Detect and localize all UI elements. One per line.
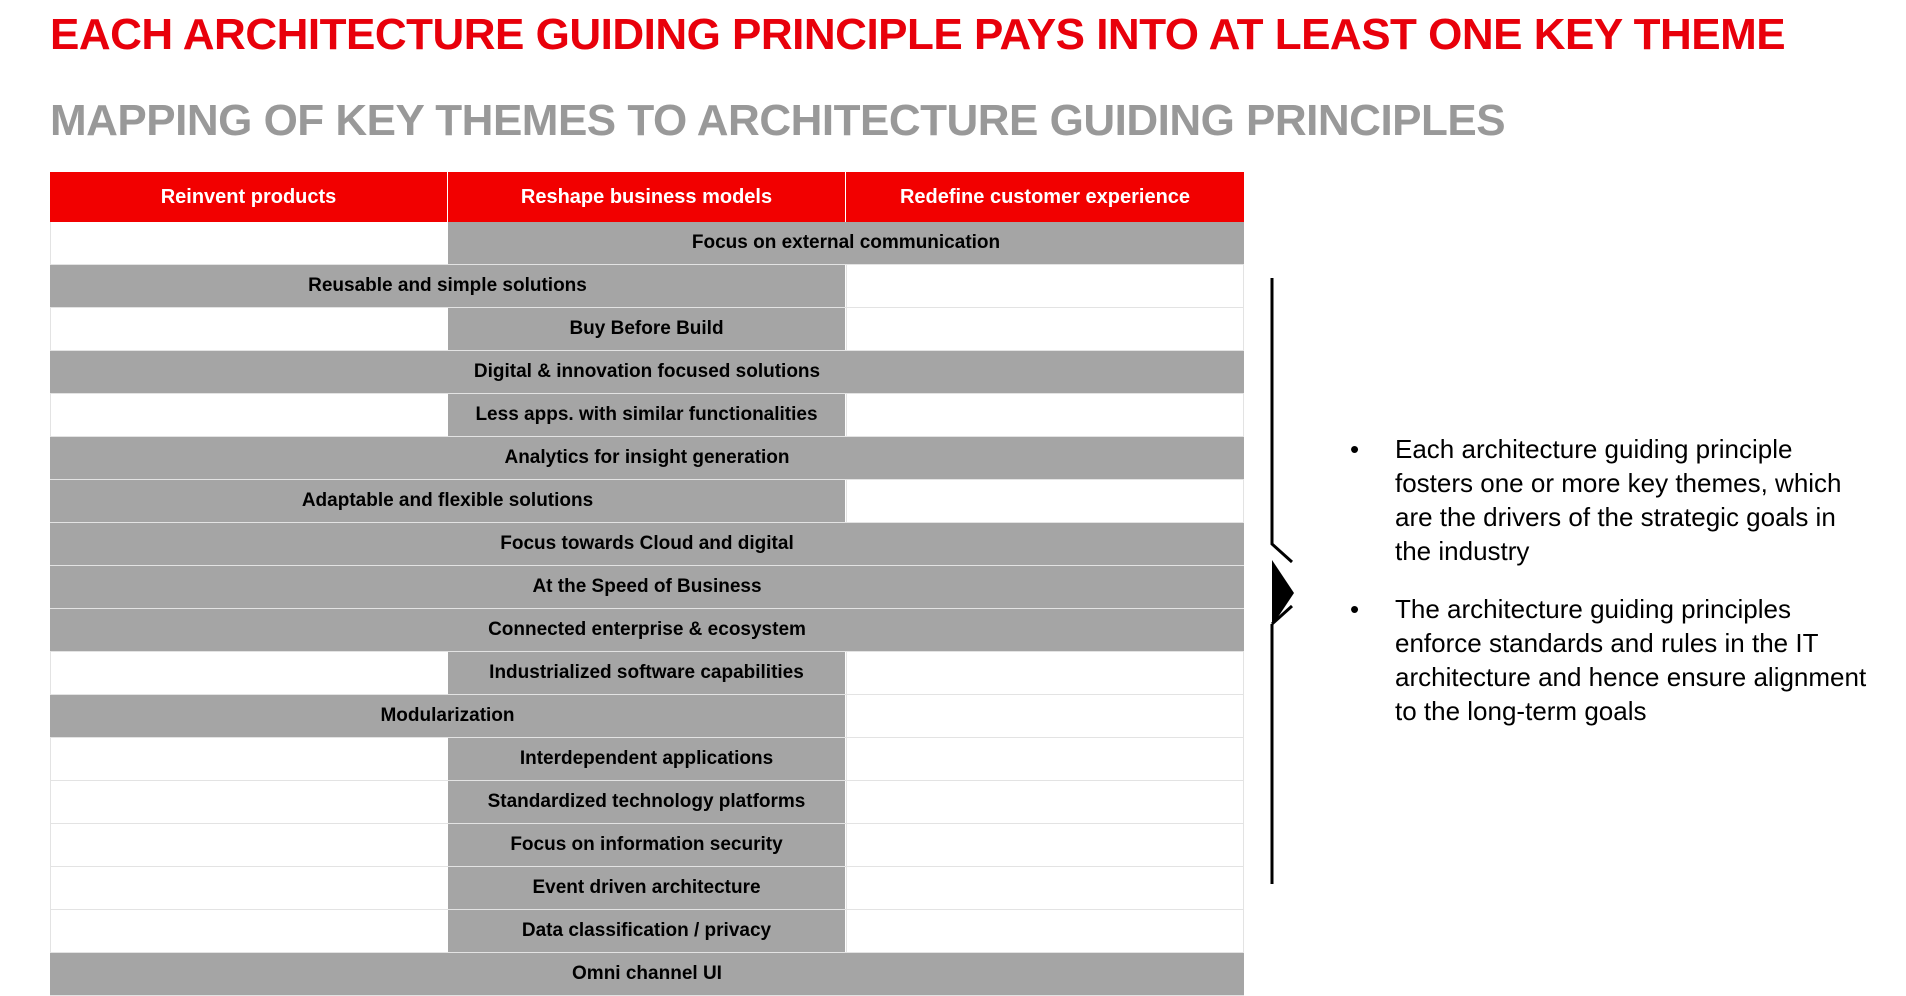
principle-bar: Focus on external communication xyxy=(448,222,1244,264)
principle-bar: Focus on information security xyxy=(448,824,845,866)
principle-bar: Event driven architecture xyxy=(448,867,845,909)
principle-row: Adaptable and flexible solutions xyxy=(50,480,1244,523)
principle-row: Interdependent applications xyxy=(50,738,1244,781)
principle-row: Focus towards Cloud and digital xyxy=(50,523,1244,566)
principle-bar: Focus towards Cloud and digital xyxy=(50,523,1244,565)
principle-bar: Less apps. with similar functionalities xyxy=(448,394,845,436)
principle-bar: Interdependent applications xyxy=(448,738,845,780)
principle-bar: Connected enterprise & ecosystem xyxy=(50,609,1244,651)
principle-bar: Buy Before Build xyxy=(448,308,845,350)
principle-row: Connected enterprise & ecosystem xyxy=(50,609,1244,652)
principle-bar: Data classification / privacy xyxy=(448,910,845,952)
bullet-dot: • xyxy=(1350,594,1360,624)
page-title: EACH ARCHITECTURE GUIDING PRINCIPLE PAYS… xyxy=(50,10,1786,59)
principle-row: Industrialized software capabilities xyxy=(50,652,1244,695)
right-brace-connector xyxy=(1270,278,1294,884)
principle-row: Buy Before Build xyxy=(50,308,1244,351)
principle-row: Digital & innovation focused solutions xyxy=(50,351,1244,394)
principle-row: Focus on external communication xyxy=(50,222,1244,265)
theme-header-redefine-customer-experience: Redefine customer experience xyxy=(846,172,1244,222)
principle-bar: At the Speed of Business xyxy=(50,566,1244,608)
bullet-list: • Each architecture guiding principle fo… xyxy=(1350,432,1870,752)
theme-principle-matrix: Reinvent products Reshape business model… xyxy=(50,172,1244,996)
theme-header-reinvent-products: Reinvent products xyxy=(50,172,448,222)
principle-row: Event driven architecture xyxy=(50,867,1244,910)
principle-bar: Omni channel UI xyxy=(50,953,1244,995)
principle-bar: Digital & innovation focused solutions xyxy=(50,351,1244,393)
bullet-text: The architecture guiding principles enfo… xyxy=(1395,594,1867,726)
principle-bar: Reusable and simple solutions xyxy=(50,265,845,307)
principle-bar: Industrialized software capabilities xyxy=(448,652,845,694)
principle-row: Data classification / privacy xyxy=(50,910,1244,953)
principle-bar: Modularization xyxy=(50,695,845,737)
principle-row: Less apps. with similar functionalities xyxy=(50,394,1244,437)
principle-bar: Standardized technology platforms xyxy=(448,781,845,823)
principle-row: Standardized technology platforms xyxy=(50,781,1244,824)
principle-bar: Adaptable and flexible solutions xyxy=(50,480,845,522)
bullet-item: • The architecture guiding principles en… xyxy=(1350,592,1870,728)
principle-row: Focus on information security xyxy=(50,824,1244,867)
principle-row: Omni channel UI xyxy=(50,953,1244,996)
principle-bar: Analytics for insight generation xyxy=(50,437,1244,479)
bullet-item: • Each architecture guiding principle fo… xyxy=(1350,432,1870,568)
page-subtitle: MAPPING OF KEY THEMES TO ARCHITECTURE GU… xyxy=(50,96,1506,145)
bullet-dot: • xyxy=(1350,434,1360,464)
theme-header-reshape-business-models: Reshape business models xyxy=(448,172,846,222)
principle-row: At the Speed of Business xyxy=(50,566,1244,609)
principle-row: Reusable and simple solutions xyxy=(50,265,1244,308)
principle-row: Analytics for insight generation xyxy=(50,437,1244,480)
bullet-text: Each architecture guiding principle fost… xyxy=(1395,434,1842,566)
principle-row: Modularization xyxy=(50,695,1244,738)
